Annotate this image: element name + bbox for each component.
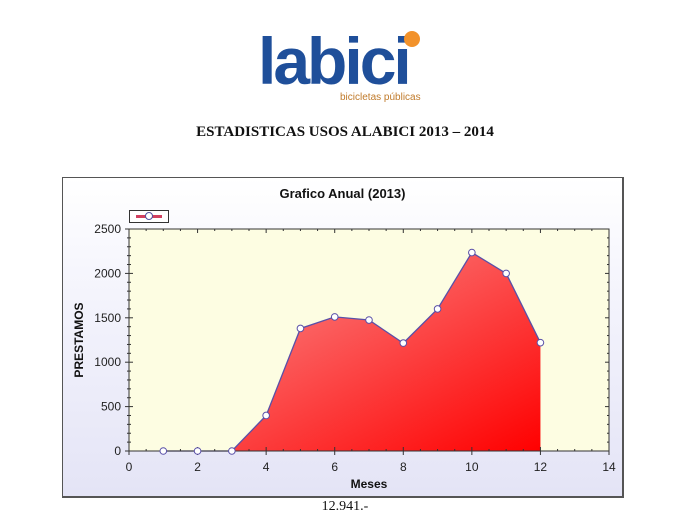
data-point-marker [399, 339, 408, 347]
x-tick-label: 2 [194, 460, 201, 474]
y-tick-label: 500 [101, 400, 121, 414]
logo-wordmark: labici [258, 24, 412, 98]
data-point-marker [502, 269, 510, 278]
x-tick-label: 0 [126, 460, 133, 474]
chart-plot: 0 500 1000 1500 2000 2500 0 2 4 6 8 10 12 14 Meses PRES… [72, 222, 616, 491]
chart-title: Grafico Anual (2013) [279, 186, 406, 201]
document-title: ESTADISTICAS USOS ALABICI 2013 – 2014 [196, 124, 494, 140]
data-point-marker [296, 324, 305, 333]
logo-orange-dot-icon [404, 31, 420, 47]
total-loans: 12.941.- [321, 499, 369, 514]
y-tick-label: 2500 [94, 222, 121, 236]
legend-marker-icon [145, 212, 153, 220]
x-axis-title: Meses [351, 477, 388, 491]
x-tick-label: 10 [465, 460, 479, 474]
data-point-marker [433, 305, 442, 313]
x-tick-label: 6 [331, 460, 338, 474]
data-point-marker [228, 447, 236, 455]
chart-container: Grafico Anual (2013) 0 500 1000 1500 2000 250… [62, 177, 624, 498]
labici-logo: labici bicicletas públicas [258, 26, 428, 106]
y-tick-label: 0 [114, 444, 121, 458]
x-tick-label: 12 [534, 460, 548, 474]
data-point-marker [468, 248, 476, 257]
y-tick-label: 1500 [94, 311, 121, 325]
data-point-marker [330, 313, 339, 321]
x-tick-label: 14 [602, 460, 616, 474]
data-point-marker [365, 316, 373, 324]
y-tick-label: 2000 [94, 266, 121, 280]
chart-legend [129, 210, 169, 223]
y-tick-label: 1000 [94, 355, 121, 369]
data-point-marker [262, 411, 270, 420]
x-tick-label: 4 [263, 460, 270, 474]
area-fill [163, 252, 541, 451]
data-point-marker [536, 338, 545, 347]
x-tick-label: 8 [400, 460, 407, 474]
logo-tagline: bicicletas públicas [340, 92, 421, 103]
data-point-marker [159, 447, 168, 455]
data-point-marker [193, 447, 202, 455]
y-axis-title: PRESTAMOS [72, 302, 86, 377]
